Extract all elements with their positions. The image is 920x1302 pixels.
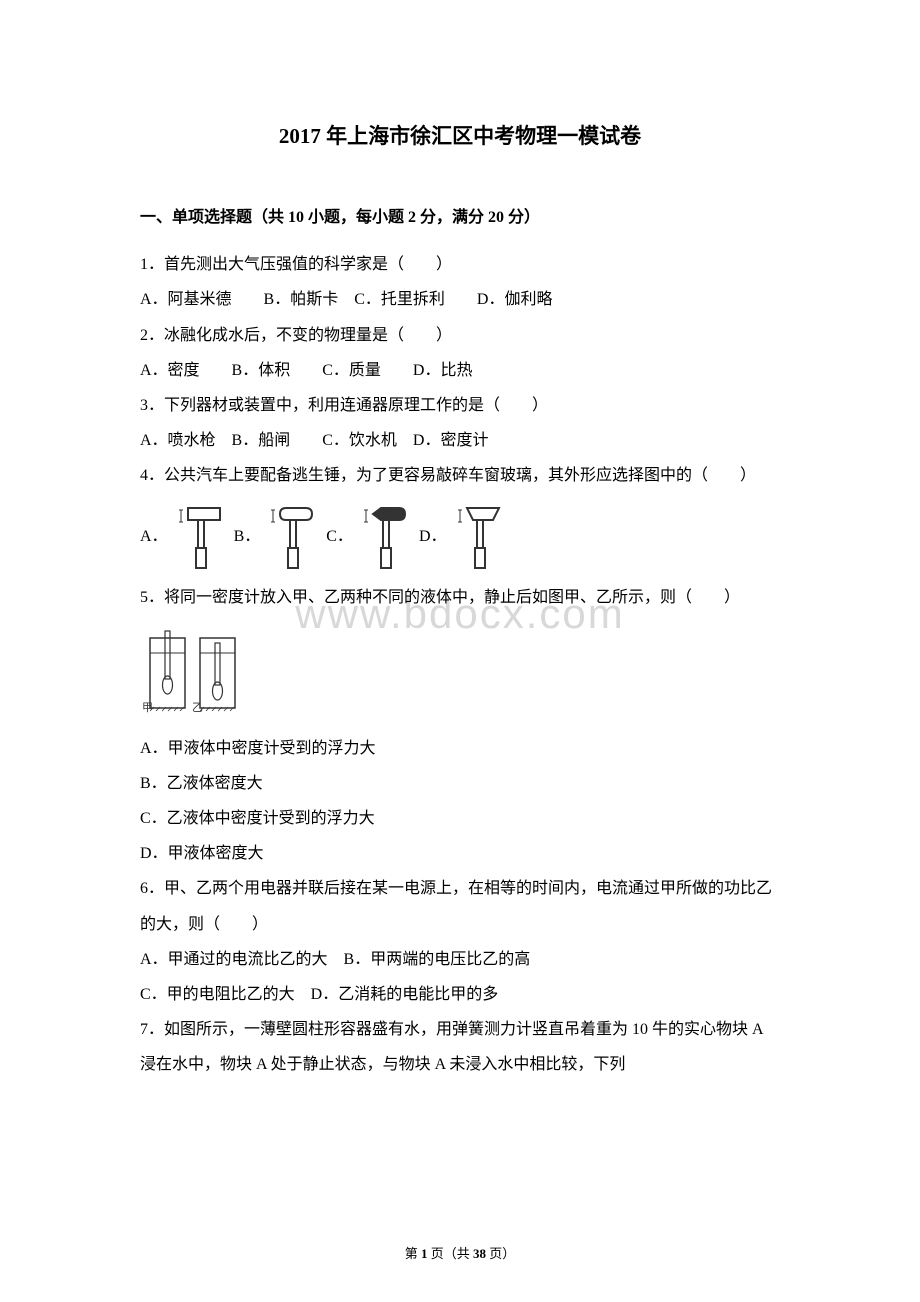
footer-total-pages: 38 [473,1246,486,1261]
question-2-options: A．密度 B．体积 C．质量 D．比热 [140,353,780,388]
question-5-option-b: B．乙液体密度大 [140,766,780,801]
page-footer: 第 1 页（共 38 页） [0,1243,920,1262]
question-7: 7．如图所示，一薄壁圆柱形容器盛有水，用弹簧测力计竖直吊着重为 10 牛的实心物… [140,1012,780,1082]
question-5-option-d: D．甲液体密度大 [140,836,780,871]
footer-suffix: 页） [486,1246,515,1261]
question-1-options: A．阿基米德 B．帕斯卡 C．托里拆利 D．伽利略 [140,282,780,317]
question-5: 5．将同一密度计放入甲、乙两种不同的液体中，静止后如图甲、乙所示，则（ ） [140,580,780,615]
hammer-point-icon [361,502,411,572]
question-6-options-line2: C．甲的电阻比乙的大 D．乙消耗的电能比甲的多 [140,977,780,1012]
hammer-wedge-icon [455,502,505,572]
question-3: 3．下列器材或装置中，利用连通器原理工作的是（ ） [140,388,780,423]
option-c-label: C． [326,519,353,554]
option-d-label: D． [419,519,447,554]
option-a-label: A． [140,519,168,554]
question-4-options: A． B． C． D． [140,502,780,572]
exam-title: 2017 年上海市徐汇区中考物理一模试卷 [140,120,780,150]
question-3-options: A．喷水枪 B．船闸 C．饮水机 D．密度计 [140,423,780,458]
svg-text:甲: 甲 [142,702,153,714]
option-b-label: B． [234,519,261,554]
question-4: 4．公共汽车上要配备逃生锤，为了更容易敲碎车窗玻璃，其外形应选择图中的（ ） [140,458,780,493]
hammer-round-icon [268,502,318,572]
svg-text:乙: 乙 [192,701,203,714]
section-header: 一、单项选择题（共 10 小题，每小题 2 分，满分 20 分） [140,200,780,235]
question-2: 2．冰融化成水后，不变的物理量是（ ） [140,318,780,353]
density-meter-diagram: 甲 乙 [140,623,250,723]
question-1: 1．首先测出大气压强值的科学家是（ ） [140,247,780,282]
question-6: 6．甲、乙两个用电器并联后接在某一电源上，在相等的时间内，电流通过甲所做的功比乙… [140,871,780,941]
footer-mid: 页（共 [427,1246,473,1261]
question-5-option-c: C．乙液体中密度计受到的浮力大 [140,801,780,836]
question-6-options-line1: A．甲通过的电流比乙的大 B．甲两端的电压比乙的高 [140,942,780,977]
question-5-option-a: A．甲液体中密度计受到的浮力大 [140,731,780,766]
footer-prefix: 第 [405,1246,421,1261]
hammer-flat-icon [176,502,226,572]
